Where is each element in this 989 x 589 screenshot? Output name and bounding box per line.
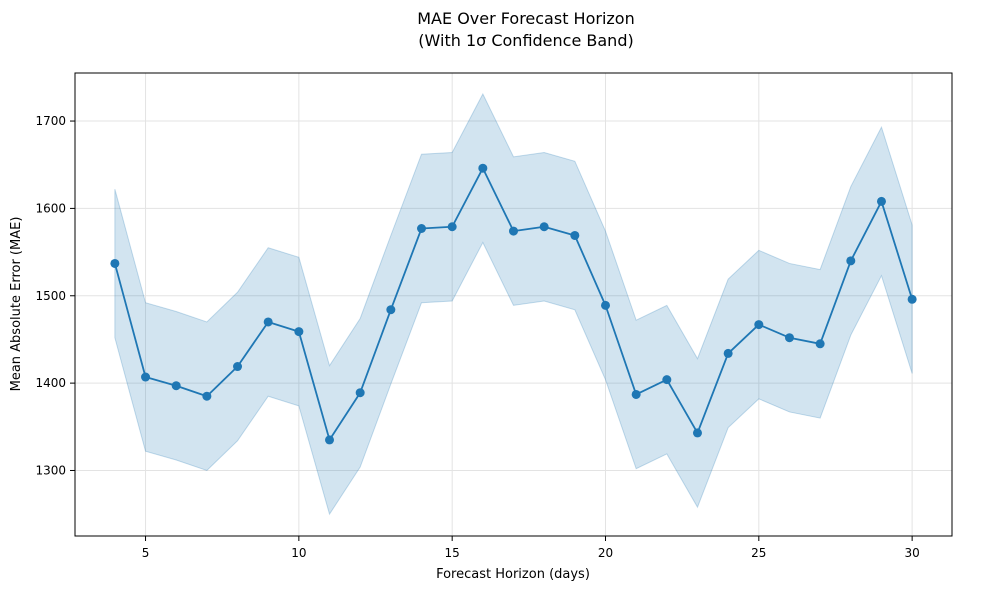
- data-point-26: [907, 294, 917, 304]
- y-axis-label: Mean Absolute Error (MAE): [9, 217, 24, 392]
- x-tick-label-4: 25: [751, 546, 766, 560]
- x-axis: 5 10 15 20 25 30: [142, 536, 920, 560]
- y-tick-label-1: 1400: [35, 376, 66, 390]
- data-point-1: [141, 372, 151, 382]
- data-point-9: [386, 305, 396, 315]
- data-point-23: [815, 339, 825, 349]
- data-point-16: [600, 300, 610, 310]
- data-point-10: [417, 223, 427, 233]
- y-tick-label-3: 1600: [35, 201, 66, 215]
- data-point-8: [355, 388, 365, 398]
- data-point-3: [202, 391, 212, 401]
- x-tick-label-5: 30: [904, 546, 919, 560]
- y-tick-label-2: 1500: [35, 289, 66, 303]
- y-tick-label-4: 1700: [35, 114, 66, 128]
- plot-area: [74, 72, 953, 537]
- data-point-11: [447, 222, 457, 232]
- confidence-band: [114, 92, 913, 516]
- series-points: [110, 163, 917, 445]
- data-point-13: [509, 226, 518, 236]
- data-point-5: [263, 317, 273, 327]
- x-tick-label-3: 20: [598, 546, 613, 560]
- chart-title-line-2: (With 1σ Confidence Band): [418, 31, 633, 50]
- data-point-2: [171, 381, 181, 391]
- data-point-22: [784, 333, 794, 343]
- plot-frame: [74, 72, 953, 537]
- chart-title-line-1: MAE Over Forecast Horizon: [417, 9, 634, 28]
- data-point-25: [876, 196, 886, 206]
- y-axis: 1300 1400 1500 1600 1700: [35, 114, 75, 477]
- data-point-20: [723, 348, 733, 358]
- x-tick-label-2: 15: [445, 546, 460, 560]
- y-tick-label-0: 1300: [35, 463, 66, 477]
- x-axis-label: Forecast Horizon (days): [436, 567, 590, 582]
- data-point-24: [846, 256, 856, 266]
- data-point-0: [110, 258, 120, 268]
- x-tick-label-0: 5: [142, 546, 150, 560]
- data-point-7: [325, 435, 335, 445]
- data-point-18: [662, 375, 672, 385]
- data-point-4: [233, 362, 243, 372]
- x-tick-label-1: 10: [291, 546, 306, 560]
- data-point-14: [539, 222, 549, 232]
- data-point-6: [294, 327, 304, 337]
- plot-background: [75, 73, 952, 536]
- data-point-21: [754, 320, 764, 330]
- chart-title: MAE Over Forecast Horizon (With 1σ Confi…: [417, 9, 634, 50]
- data-point-19: [692, 428, 702, 438]
- data-point-12: [478, 163, 488, 173]
- data-point-15: [570, 230, 580, 240]
- data-point-17: [631, 389, 641, 399]
